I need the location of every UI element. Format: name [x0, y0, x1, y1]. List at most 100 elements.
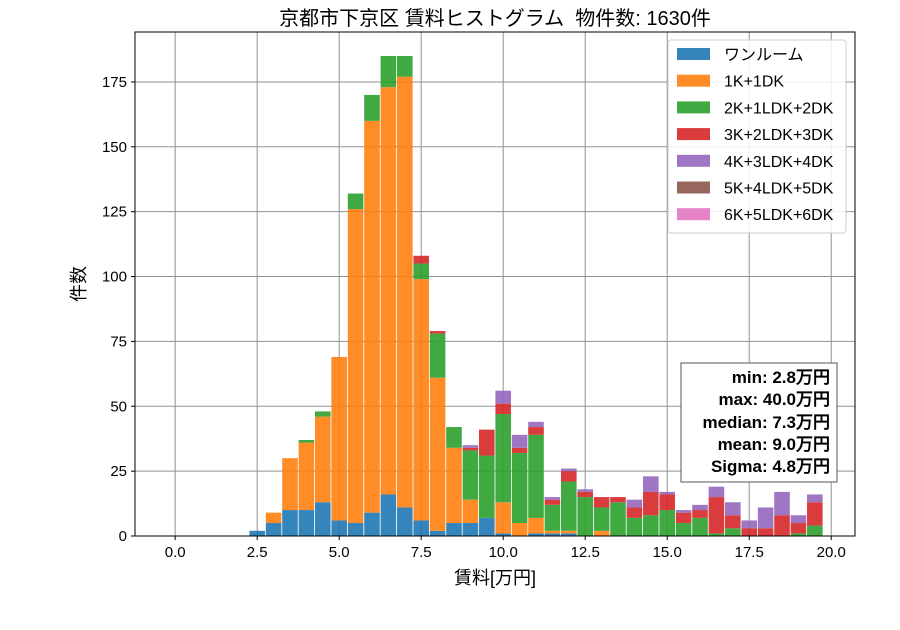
histogram-bars	[249, 56, 823, 536]
bar-series5-x12-5	[577, 489, 593, 492]
legend-item: ワンルーム	[677, 47, 804, 64]
bar-series3-x5-5	[347, 193, 364, 210]
bar-series5-x11-5	[544, 497, 561, 500]
bar-series5-x15-5	[675, 510, 692, 513]
bar-series5-x18	[757, 507, 774, 529]
legend-label: 2K+1LDK+2DK	[724, 100, 834, 117]
bar-series5-x9	[462, 445, 479, 448]
y-tick-label: 50	[110, 398, 127, 415]
bar-series1-x5-5	[347, 523, 364, 536]
bar-series5-x11	[528, 421, 544, 428]
bar-series4-x15	[659, 494, 675, 511]
bar-series2-x4	[298, 442, 315, 511]
y-tick-label: 25	[110, 463, 127, 480]
bar-series4-x18	[757, 528, 774, 536]
legend-item: 1K+1DK	[677, 74, 784, 91]
bar-series1-x7-5	[413, 520, 429, 536]
bar-series2-x8-5	[446, 447, 462, 524]
bar-series3-x12-5	[577, 497, 593, 536]
bar-series2-x9	[462, 499, 479, 524]
bar-series3-x13	[593, 507, 610, 531]
bar-series4-x18-5	[774, 515, 790, 536]
bar-series5-x10-5	[511, 434, 528, 448]
bar-series3-x10	[495, 414, 511, 503]
bar-series2-x4-5	[315, 416, 331, 503]
bar-series4-x11	[528, 427, 544, 435]
x-tick-label: 20.0	[817, 544, 846, 561]
bar-series3-x7	[397, 56, 413, 77]
bar-series4-x15-5	[675, 512, 692, 524]
legend-swatch	[677, 128, 710, 141]
legend-item: 4K+3LDK+4DK	[677, 154, 834, 171]
x-tick-label: 7.5	[411, 544, 432, 561]
legend-swatch	[677, 208, 710, 221]
bar-series3-x12	[561, 481, 577, 531]
bar-series5-x16	[692, 504, 708, 511]
bar-series1-x4-5	[315, 502, 331, 536]
legend-swatch	[677, 154, 710, 167]
legend-item: 5K+4LDK+5DK	[677, 181, 834, 198]
bar-series3-x13-5	[610, 502, 626, 536]
bar-series4-x12	[561, 471, 577, 482]
bar-series2-x11-5	[544, 530, 561, 534]
bar-series5-x17	[725, 502, 741, 516]
y-tick-label: 150	[102, 139, 127, 156]
chart-title: 京都市下京区 賃料ヒストグラム 物件数: 1630件	[279, 7, 711, 30]
bar-series4-x19	[790, 523, 807, 534]
plot-frame	[134, 31, 856, 537]
legend-item: 2K+1LDK+2DK	[677, 100, 834, 117]
bar-series3-x17	[725, 528, 741, 536]
legend-label: 3K+2LDK+3DK	[724, 127, 834, 144]
bar-series5-x16-5	[708, 486, 725, 498]
bar-series2-x11	[528, 517, 544, 534]
bar-series3-x14	[626, 517, 643, 536]
legend-label: 1K+1DK	[724, 74, 784, 91]
bar-series5-x14	[626, 499, 643, 508]
bar-series2-x10	[495, 502, 511, 534]
stats-sigma: Sigma: 4.8万円	[711, 457, 830, 476]
bar-series2-x5	[331, 356, 347, 521]
bar-series4-x14	[626, 507, 643, 518]
bar-series2-x7-5	[413, 279, 429, 521]
bar-series3-x15-5	[675, 523, 692, 536]
bar-series1-x11	[528, 533, 544, 536]
bar-series4-x16	[692, 510, 708, 518]
legend: ワンルーム 1K+1DK 2K+1LDK+2DK 3K+2LDK+3DK 4K+3LDK…	[667, 39, 847, 234]
stats-mean: mean: 9.0万円	[718, 435, 830, 454]
bar-series3-x8	[429, 333, 446, 378]
legend-swatch	[677, 181, 710, 194]
bar-series1-x11-5	[544, 533, 561, 536]
legend-item: 6K+5LDK+6DK	[677, 207, 834, 224]
bar-series3-x4	[298, 440, 315, 443]
bar-series2-x5-5	[347, 209, 364, 524]
x-tick-label: 2.5	[247, 544, 268, 561]
bar-series1-x5	[331, 520, 347, 536]
x-tick-label: 0.0	[165, 544, 186, 561]
legend-label: 6K+5LDK+6DK	[724, 207, 834, 224]
legend-swatch	[677, 48, 710, 60]
bar-series3-x11	[528, 434, 544, 518]
bar-series5-x17-5	[741, 520, 758, 529]
x-tick-label: 15.0	[653, 544, 682, 561]
bar-series3-x15	[659, 510, 675, 536]
bar-series4-x17	[725, 515, 741, 529]
bar-series3-x19-5	[807, 525, 823, 536]
legend-label: 4K+3LDK+4DK	[724, 154, 834, 171]
bar-series5-x19	[790, 515, 807, 524]
bar-series1-x10	[495, 533, 511, 536]
bar-series4-x12-5	[577, 491, 593, 498]
bar-series3-x7-5	[413, 263, 429, 280]
legend-item: 3K+2LDK+3DK	[677, 127, 834, 144]
bar-series3-x6-5	[380, 56, 397, 88]
bar-series1-x3	[265, 523, 282, 536]
bar-series4-x14-5	[643, 491, 659, 516]
bar-series3-x4-5	[315, 411, 331, 417]
bar-series2-x3	[265, 512, 282, 524]
y-axis-label: 件数	[69, 266, 89, 302]
bar-series3-x6	[364, 94, 380, 121]
bar-series4-x10-5	[511, 447, 528, 453]
stats-min: min: 2.8万円	[732, 368, 830, 387]
bar-series2-x8	[429, 377, 446, 531]
x-tick-label: 17.5	[735, 544, 764, 561]
bar-series5-x10	[495, 390, 511, 404]
